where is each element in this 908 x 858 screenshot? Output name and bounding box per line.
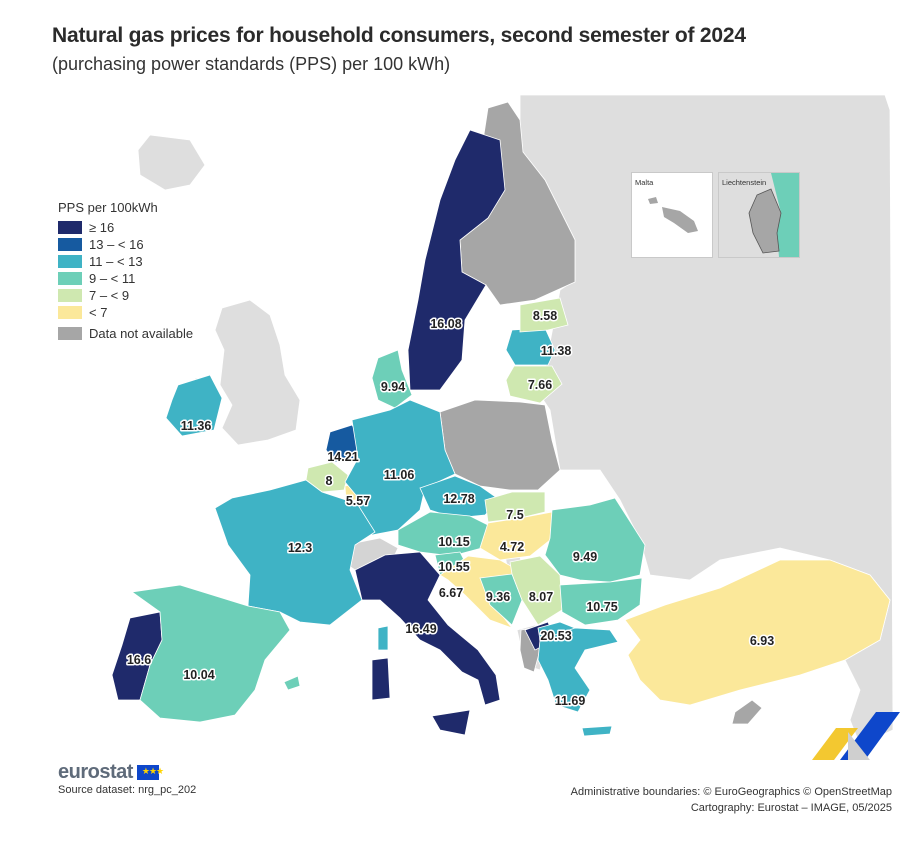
country-lv [519,297,569,333]
label-dk: 9.94 [381,380,405,394]
legend-label: < 7 [89,305,108,320]
label-es: 10.04 [183,668,214,682]
inset-liechtenstein: Liechtenstein [718,172,800,258]
country-bg [559,577,643,626]
inset-label: Malta [635,178,654,187]
label-hr: 6.67 [439,586,463,600]
legend-swatch [58,272,82,285]
label-ba: 9.36 [486,590,510,604]
country-es [130,584,291,723]
label-ro: 9.49 [573,550,597,564]
label-lv: 8.58 [533,309,557,323]
country-rs [509,555,563,626]
label-tr: 6.93 [750,634,774,648]
label-nl: 14.21 [327,450,358,464]
country-it-sicily [431,709,471,736]
country-fr-corsica [377,625,389,651]
label-ie: 11.36 [181,419,212,433]
map-title: Natural gas prices for household consume… [52,24,746,47]
eurostat-logo: eurostat ★★★ [58,761,164,784]
legend-label: 7 – < 9 [89,288,130,303]
label-hu: 4.72 [500,540,524,554]
legend-label: Data not available [89,326,194,341]
legend-item: 9 – < 11 [58,270,193,287]
label-lu: 5.57 [346,494,370,508]
country-sk [484,491,546,523]
label-be: 8 [326,474,333,488]
label-si: 10.55 [438,560,469,574]
label-rs: 8.07 [529,590,553,604]
label-it: 16.49 [405,622,436,636]
label-se: 16.08 [430,317,461,331]
legend-title: PPS per 100kWh [58,200,158,215]
country-ba [479,573,523,626]
country-fr [214,479,376,626]
legend-label: 9 – < 11 [89,271,136,286]
legend-item: 13 – < 16 [58,236,193,253]
label-de: 11.06 [384,468,415,482]
label-at: 10.15 [438,535,469,549]
country-cy [731,699,763,725]
liechtenstein-shape [719,173,799,257]
credits-cartography: Cartography: Eurostat – IMAGE, 05/2025 [690,802,892,814]
eurostat-wordmark: eurostat [58,761,133,783]
label-ee: 11.38 [541,344,572,358]
legend: PPS per 100kWh ≥ 16 13 – < 16 11 – < 13 … [58,200,193,342]
label-md: 20.53 [540,629,571,643]
inset-malta: Malta [631,172,713,258]
country-es-mallorca [283,675,301,691]
legend-swatch [58,238,82,251]
reporting-countries [111,129,891,737]
malta-shape [648,197,698,233]
legend-swatch [58,221,82,234]
eu-flag-icon: ★★★ [136,765,164,780]
legend-swatch [58,255,82,268]
eu-flag-stars: ★★★ [141,766,164,776]
map-subtitle: (purchasing power standards (PPS) per 10… [52,54,451,74]
corner-graphic [812,712,900,760]
country-labels: 16.08 8.58 11.38 7.66 9.94 11.36 14.21 1… [125,308,775,710]
inset-label: Liechtenstein [722,178,767,187]
country-nl [325,424,363,463]
country-gr-crete [581,725,613,737]
country-dk [371,349,413,409]
country-hu [479,511,553,561]
credits-boundaries: Administrative boundaries: © EuroGeograp… [570,786,892,798]
country-it [354,551,501,706]
legend-swatch [58,327,82,340]
legend-swatch [58,289,82,302]
label-fr: 12.3 [288,541,312,555]
legend-item: ≥ 16 [58,219,193,236]
label-pt: 16.6 [127,653,151,667]
country-se [407,129,506,391]
legend-item-na: Data not available [58,325,193,342]
country-ie [165,374,223,437]
country-tr [624,559,891,706]
country-it-sardinia [371,657,391,701]
source-dataset: Source dataset: nrg_pc_202 [58,784,197,796]
country-lt [505,365,563,404]
country-de [344,399,456,536]
country-pl [439,399,561,491]
label-lt: 7.66 [528,378,552,392]
legend-swatch [58,306,82,319]
country-gr [537,627,619,713]
legend-label: 13 – < 16 [89,237,144,252]
label-bg: 10.75 [586,600,617,614]
label-cz: 12.78 [443,492,474,506]
label-sk: 7.5 [506,508,523,522]
label-gr: 11.69 [555,694,586,708]
legend-item: 11 – < 13 [58,253,193,270]
legend-label: 11 – < 13 [89,254,143,269]
legend-item: < 7 [58,304,193,321]
country-at [397,511,489,557]
credits: Administrative boundaries: © EuroGeograp… [571,784,892,816]
legend-label: ≥ 16 [89,220,115,235]
legend-item: 7 – < 9 [58,287,193,304]
